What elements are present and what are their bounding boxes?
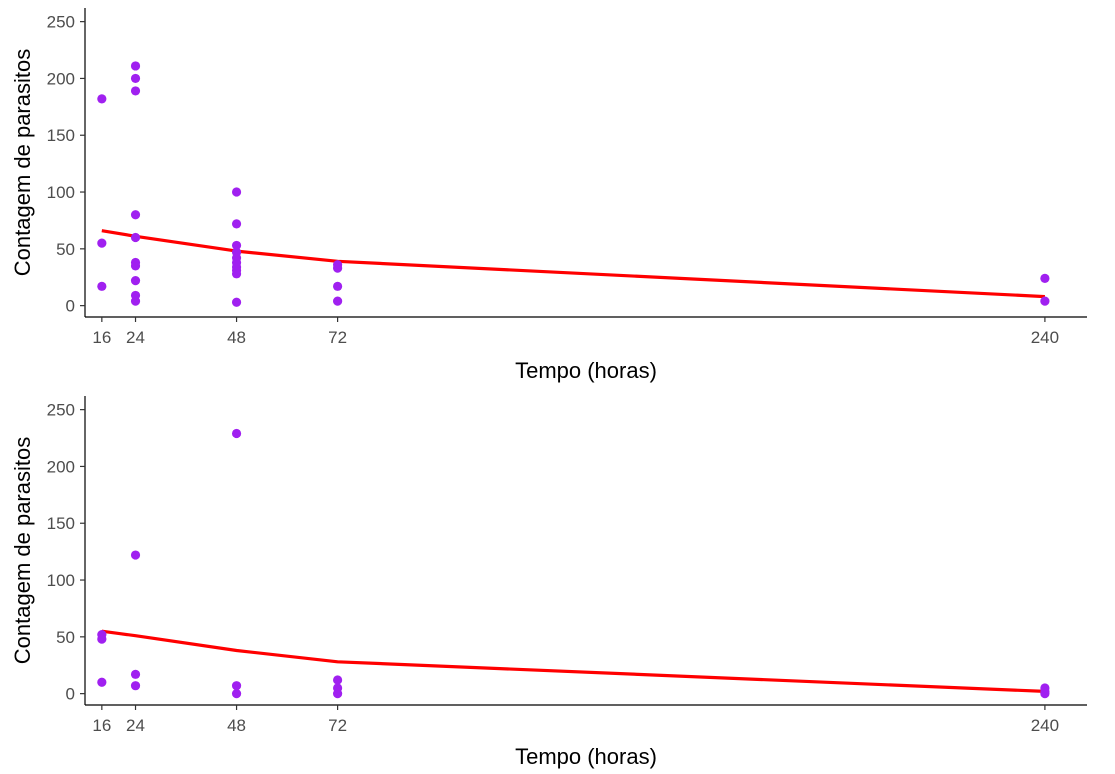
y-tick-label: 100 [47, 183, 75, 202]
data-point [130, 73, 141, 84]
data-point [130, 296, 141, 306]
trend-line [101, 629, 1045, 693]
data-point [130, 261, 141, 271]
x-tick-label: 240 [1031, 716, 1059, 735]
y-tick-label: 0 [66, 297, 75, 316]
data-point [130, 669, 141, 679]
data-point [130, 61, 141, 71]
x-tick-label: 16 [92, 716, 111, 735]
data-point [130, 276, 141, 286]
top-panel: 0 50 100 150 200 250 16 24 48 72 240 Tempo (horas) C… [10, 8, 1087, 383]
data-point [1040, 689, 1050, 699]
x-tick-label: 48 [227, 328, 246, 347]
data-point [97, 281, 107, 291]
data-point [231, 219, 242, 229]
y-tick-label: 250 [47, 401, 75, 420]
x-axis-title: Tempo (horas) [515, 744, 657, 769]
y-tick-label: 200 [47, 69, 75, 88]
data-point [130, 232, 141, 243]
y-tick-label: 150 [47, 126, 75, 145]
x-tick-label: 16 [92, 328, 111, 347]
x-tick-label: 240 [1031, 328, 1059, 347]
data-point [333, 281, 343, 291]
data-point [231, 240, 242, 251]
data-point [97, 634, 107, 644]
x-tick-label: 24 [126, 716, 145, 735]
data-point [333, 263, 343, 273]
data-point [231, 297, 242, 307]
y-tick-label: 200 [47, 457, 75, 476]
y-tick-label: 50 [56, 240, 75, 259]
x-tick-label: 24 [126, 328, 145, 347]
data-point [1040, 273, 1050, 283]
data-point [130, 550, 141, 560]
y-tick-label: 150 [47, 514, 75, 533]
y-axis-title: Contagem de parasitos [10, 49, 35, 276]
y-tick-label: 0 [66, 685, 75, 704]
data-point [231, 681, 242, 691]
y-axis-title: Contagem de parasitos [10, 437, 35, 664]
x-tick-label: 48 [227, 716, 246, 735]
bottom-panel: 0 50 100 150 200 250 16 24 48 72 240 Tempo (horas) C… [10, 396, 1087, 769]
data-point [333, 689, 343, 699]
data-point [97, 677, 107, 687]
data-point [231, 187, 242, 197]
y-tick-label: 250 [47, 13, 75, 32]
x-tick-label: 72 [328, 328, 347, 347]
trend-line [101, 229, 1045, 299]
y-tick-label: 100 [47, 571, 75, 590]
data-point [231, 689, 242, 699]
data-point [333, 675, 343, 685]
data-point [231, 269, 242, 279]
data-point [1040, 296, 1050, 306]
data-point [130, 86, 141, 96]
data-point [130, 681, 141, 691]
data-point [130, 210, 141, 220]
x-axis-title: Tempo (horas) [515, 358, 657, 383]
y-tick-label: 50 [56, 628, 75, 647]
data-point [231, 428, 242, 439]
data-point [333, 296, 343, 306]
x-tick-label: 72 [328, 716, 347, 735]
data-point [97, 94, 107, 104]
data-point [97, 238, 107, 248]
